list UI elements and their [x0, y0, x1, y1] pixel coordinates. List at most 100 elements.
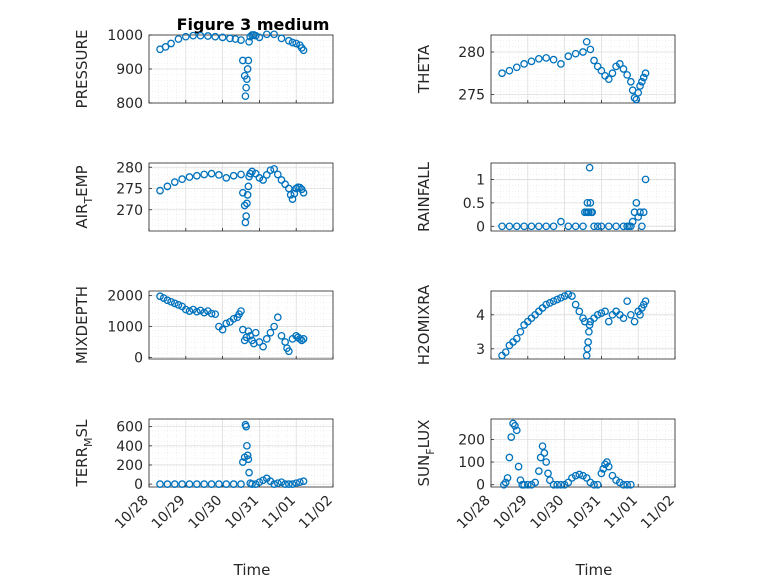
data-point — [163, 296, 172, 305]
data-point — [167, 297, 175, 306]
data-point — [229, 480, 238, 488]
data-point — [557, 60, 565, 68]
data-point — [238, 188, 247, 197]
data-point — [156, 186, 164, 195]
data-point — [207, 480, 216, 488]
data-point — [270, 165, 278, 173]
data-point — [544, 469, 552, 478]
data-point — [542, 300, 551, 309]
data-point — [178, 175, 186, 183]
data-point — [553, 295, 562, 304]
data-point — [245, 468, 253, 477]
data-point — [292, 479, 301, 488]
data-point — [564, 290, 573, 299]
data-point — [630, 317, 639, 326]
data-point — [612, 222, 620, 231]
data-point — [242, 212, 251, 220]
data-point — [161, 43, 170, 51]
y-tick-label: 0 — [134, 477, 143, 493]
data-point — [597, 222, 606, 231]
data-point — [523, 480, 532, 489]
data-point — [557, 293, 565, 302]
data-point — [255, 33, 264, 42]
data-point — [185, 307, 194, 315]
data-point — [630, 208, 639, 217]
data-point — [626, 77, 635, 86]
data-point — [262, 335, 271, 343]
data-point — [641, 175, 650, 184]
data-point — [246, 32, 255, 41]
y-tick-label: 280 — [458, 45, 485, 61]
data-point — [284, 480, 293, 488]
data-point — [163, 480, 172, 488]
y-tick-label: 3 — [476, 342, 485, 358]
y-tick-label: 280 — [116, 160, 143, 176]
data-point — [604, 317, 613, 326]
data-point — [296, 335, 304, 343]
data-point — [498, 222, 506, 231]
x-tick-label: 11/02 — [638, 493, 678, 533]
x-tick-label: 10/29 — [149, 493, 189, 533]
y-tick-label: 270 — [116, 203, 143, 219]
data-point — [222, 480, 231, 488]
data-point — [242, 422, 251, 431]
y-tick-label: 275 — [116, 182, 143, 198]
data-point — [215, 171, 223, 179]
data-point — [512, 63, 521, 72]
data-point — [192, 171, 201, 180]
data-point — [619, 65, 628, 73]
data-point — [601, 307, 609, 316]
data-point — [207, 309, 216, 318]
data-point — [585, 163, 594, 172]
data-point — [196, 31, 205, 40]
y-tick-label: 4 — [476, 308, 485, 324]
data-point — [534, 467, 543, 475]
subplot-mixdepth: 0 1000 2000 MIXDEPTH — [73, 286, 334, 366]
data-point — [571, 49, 580, 58]
data-point — [505, 222, 514, 231]
y-tick-label: 800 — [116, 96, 143, 112]
data-point — [604, 462, 613, 471]
data-point — [259, 342, 267, 351]
data-point — [211, 32, 220, 41]
data-point — [641, 69, 650, 78]
data-point — [246, 169, 255, 178]
data-point — [200, 308, 209, 317]
data-point — [579, 48, 587, 56]
data-point — [604, 222, 613, 231]
data-point — [571, 222, 580, 231]
data-point — [244, 327, 253, 336]
data-point — [290, 189, 299, 198]
data-point — [273, 313, 282, 322]
data-point — [597, 66, 606, 75]
data-point — [277, 331, 286, 340]
data-point — [634, 88, 643, 97]
axes-box — [148, 290, 334, 360]
data-point — [170, 178, 179, 186]
data-point — [579, 222, 587, 231]
y-tick-label: 275 — [458, 88, 485, 104]
data-point — [619, 314, 628, 323]
data-point — [222, 319, 231, 328]
data-point — [299, 477, 308, 486]
data-point — [593, 222, 602, 231]
data-point — [248, 480, 256, 488]
data-point — [174, 35, 183, 43]
data-point — [536, 453, 545, 462]
data-point — [626, 310, 635, 319]
data-point — [527, 222, 536, 231]
subplot-air-temp: 270 275 280 AIRTEMP — [73, 160, 334, 232]
data-point — [512, 426, 521, 435]
data-point — [296, 183, 304, 192]
data-point — [240, 201, 249, 210]
x-axis-label-left: Time — [233, 561, 271, 579]
data-point — [189, 31, 198, 40]
y-tick-label: 0 — [476, 219, 485, 235]
data-point — [626, 480, 635, 489]
data-point — [237, 480, 245, 488]
y-tick-label: 200 — [116, 458, 143, 474]
data-point — [575, 307, 584, 316]
data-point — [237, 170, 245, 179]
data-point — [582, 37, 591, 46]
